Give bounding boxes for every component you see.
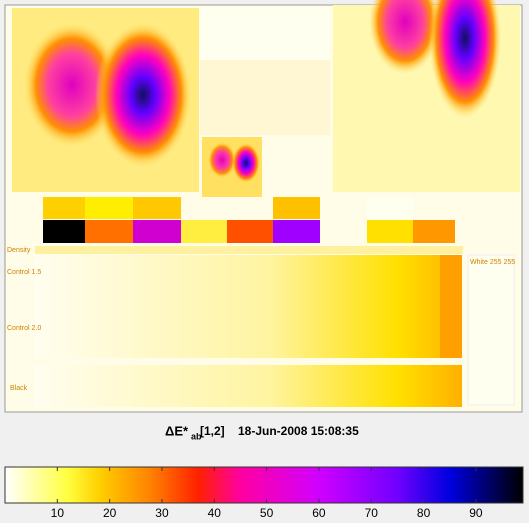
x-tick-label: 40	[208, 506, 222, 520]
x-tick-label: 10	[51, 506, 65, 520]
density-strip	[35, 246, 463, 254]
image-texture	[200, 60, 330, 135]
table-region	[35, 365, 462, 407]
label: [1,2]	[200, 424, 225, 438]
x-tick-label: 80	[417, 506, 431, 520]
colorbar	[4, 466, 524, 504]
title-subscript: ab	[191, 431, 202, 441]
blob	[429, 0, 501, 118]
x-tick-label: 60	[312, 506, 326, 520]
table-region	[35, 255, 462, 358]
panel-label: Control 2.0	[7, 325, 41, 332]
panel-label: White 255 255	[470, 259, 515, 266]
x-tick-label: 20	[103, 506, 117, 520]
panel-label: Control 1.5	[7, 269, 41, 276]
patches	[43, 197, 455, 243]
blob	[24, 23, 120, 147]
title: ΔE*	[165, 423, 189, 438]
blob	[95, 23, 191, 167]
blob	[369, 0, 441, 74]
x-tick-label: 70	[365, 506, 379, 520]
x-tick-label: 90	[469, 506, 483, 520]
panel-label: Black	[10, 385, 28, 392]
timestamp: 18-Jun-2008 15:08:35	[238, 424, 359, 438]
blob	[208, 142, 236, 178]
panel-label: Density	[7, 247, 31, 254]
x-tick-label: 50	[260, 506, 274, 520]
white-panel	[467, 254, 515, 406]
x-tick-label: 30	[155, 506, 169, 520]
table-column	[440, 255, 462, 358]
blob	[232, 143, 260, 183]
